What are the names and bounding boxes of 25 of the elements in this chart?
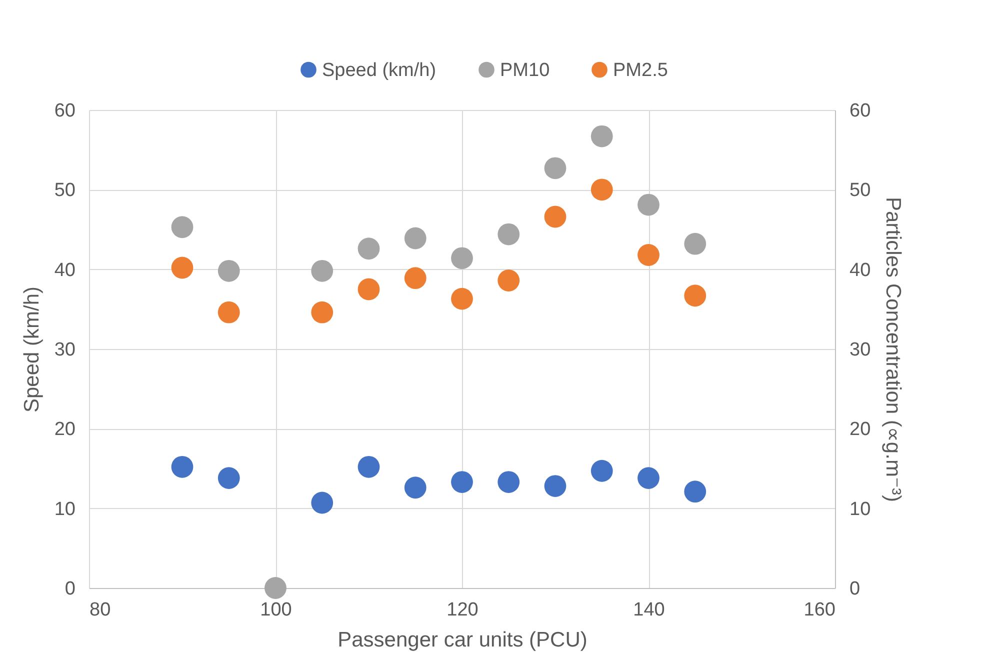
y-tick-label: 20	[54, 419, 76, 440]
y2-tick-label: 60	[850, 100, 871, 122]
y-axis-title: Speed (km/h)	[20, 286, 44, 413]
y2-tick-label: 20	[850, 419, 871, 440]
x-tick-label: 160	[804, 600, 836, 620]
y2-tick-label: 30	[850, 340, 871, 360]
y-tick-label: 40	[54, 260, 76, 281]
y2-tick-label: 40	[850, 260, 871, 281]
y2-tick-label: 10	[850, 498, 871, 520]
y2-tick-label: 50	[850, 180, 871, 202]
y2-tick-label: 0	[850, 578, 860, 600]
y-tick-label: 10	[54, 498, 76, 520]
legend-label: PM10	[500, 60, 550, 81]
x-tick-label: 140	[633, 600, 665, 620]
y-tick-label: 30	[54, 340, 76, 360]
legend-label: Speed (km/h)	[322, 60, 436, 81]
y-tick-label: 50	[54, 180, 76, 202]
y-tick-label: 60	[54, 100, 76, 122]
y2-axis-title: Particles Concentration (∝g.m⁻³)	[882, 196, 905, 502]
legend-label: PM2.5	[613, 60, 668, 81]
x-axis-title: Passenger car units (PCU)	[338, 628, 588, 652]
x-tick-label: 80	[90, 600, 111, 620]
x-tick-label: 120	[446, 600, 478, 620]
x-tick-label: 100	[260, 600, 292, 620]
y-tick-label: 0	[64, 578, 76, 600]
